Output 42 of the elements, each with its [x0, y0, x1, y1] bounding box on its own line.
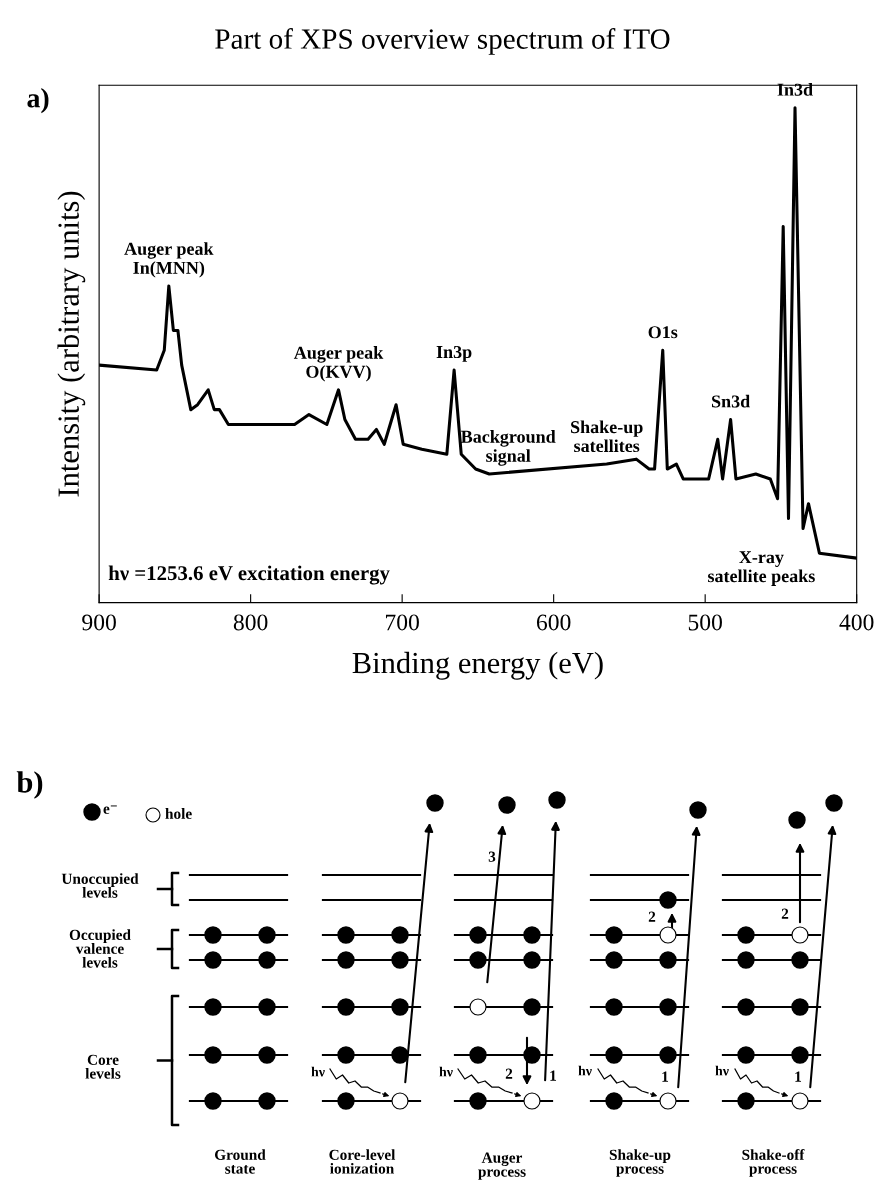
annotation: Auger peak In(MNN) — [124, 242, 214, 278]
annotation: O1s — [648, 326, 678, 339]
text: hν — [311, 1066, 325, 1077]
text: e⁻ — [103, 805, 117, 814]
text: hν — [715, 1065, 729, 1076]
x-axis-title: Binding energy (eV) — [352, 651, 603, 680]
text: Core-level ionization — [329, 1149, 396, 1174]
text: a) — [27, 88, 49, 114]
text: 3 — [488, 851, 496, 862]
chart-title: Part of XPS overview spectrum of ITO — [215, 28, 670, 55]
text: Core levels — [85, 1054, 121, 1079]
annotation: In3p — [436, 345, 472, 362]
text: b) — [16, 771, 43, 799]
annotation: hν =1253.6 eV excitation energy — [108, 565, 390, 585]
annotation: Auger peak O(KVV) — [293, 346, 384, 382]
text: 1 — [662, 1071, 669, 1082]
text: hole — [165, 808, 192, 819]
text: Shake-up process — [609, 1149, 671, 1177]
x-tick-label: 900 — [82, 614, 116, 631]
annotation: Sn3d — [712, 394, 750, 408]
x-tick-label: 400 — [839, 614, 874, 631]
text: 1 — [550, 1070, 557, 1081]
x-tick-label: 500 — [688, 614, 722, 631]
annotation: Background signal — [461, 430, 556, 466]
text: Ground state — [214, 1149, 266, 1174]
text: hν — [439, 1066, 453, 1077]
text: Shake-off process — [742, 1148, 805, 1177]
x-tick-label: 800 — [233, 614, 268, 631]
x-tick-label: 600 — [536, 614, 571, 631]
text: 2 — [781, 908, 789, 919]
text: 1 — [795, 1071, 802, 1082]
text: 2 — [505, 1068, 513, 1079]
text: hν — [578, 1065, 592, 1076]
y-axis-title: Intensity (arbitrary units) — [57, 191, 86, 497]
annotation: In3d — [777, 83, 813, 96]
text: Unoccupied levels — [61, 873, 139, 898]
annotation: Shake-up satellites — [571, 420, 643, 453]
text: Occupied valence levels — [69, 929, 131, 968]
annotation: X-ray satellite peaks — [708, 551, 815, 586]
text: Auger process — [478, 1152, 526, 1180]
text: 2 — [648, 911, 656, 922]
x-tick-label: 700 — [385, 614, 419, 631]
